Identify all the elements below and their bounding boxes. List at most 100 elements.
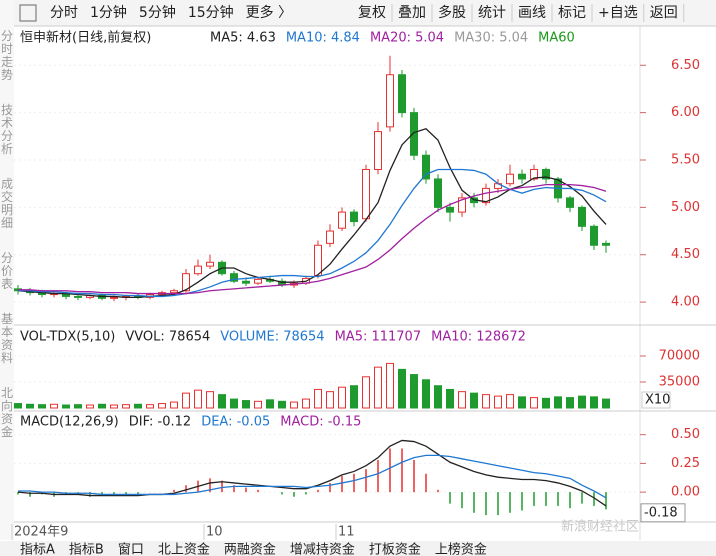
volume-bar — [278, 400, 286, 409]
candle-body — [446, 206, 454, 213]
toolbar-button[interactable]: 标记 — [558, 5, 586, 21]
side-tab[interactable]: 北向资金 — [1, 386, 13, 439]
legend-title: MACD(12,26,9) — [20, 415, 119, 430]
volume-bar — [254, 400, 262, 409]
bottom-tab[interactable]: 北上资金 — [158, 542, 210, 556]
candle-body — [362, 168, 370, 220]
volume-bar — [110, 404, 118, 409]
candle-body — [530, 168, 538, 180]
volume-bar — [38, 404, 46, 409]
volume-bar — [314, 388, 322, 409]
period-tab[interactable]: 分时 — [50, 5, 78, 21]
menu-icon[interactable] — [19, 4, 37, 22]
toolbar-button[interactable]: 复权 — [358, 4, 386, 21]
volume-unit: X10 — [645, 393, 670, 408]
volume-bar — [566, 397, 574, 409]
y-tick-label: 6.50 — [671, 58, 700, 73]
volume-bar — [182, 392, 190, 409]
volume-bar — [602, 398, 610, 409]
legend-volume: VOLUME: 78654 — [220, 330, 324, 345]
volume-bar — [98, 403, 106, 409]
candle-body — [206, 261, 214, 267]
volume-bar — [206, 391, 214, 409]
bottom-tab[interactable]: 指标B — [69, 543, 104, 556]
legend-title: VOL-TDX(5,10) — [20, 330, 115, 345]
bottom-tab[interactable]: 指标A — [20, 543, 55, 556]
legend-ma10: MA10: 128672 — [431, 330, 526, 345]
bottom-tab[interactable]: 两融资金 — [224, 542, 276, 556]
period-tab[interactable]: 更多 〉 — [246, 4, 292, 21]
toolbar-button[interactable]: 统计 — [478, 5, 506, 21]
current-value-box — [640, 503, 686, 523]
candle-body — [314, 244, 322, 277]
legend-ma5: MA5: 111707 — [335, 330, 422, 345]
toolbar-button[interactable]: 画线 — [518, 5, 546, 21]
side-tab[interactable]: 技术分析 — [1, 103, 13, 156]
legend-dif: DIF: -0.12 — [129, 415, 191, 430]
period-tab[interactable]: 1分钟 — [90, 4, 127, 21]
ma-line — [18, 168, 607, 298]
candle-body — [386, 74, 394, 128]
candle-body — [374, 131, 382, 170]
period-tab[interactable]: 5分钟 — [139, 4, 176, 21]
legend-ma60: MA60 — [538, 31, 575, 46]
bottom-tab[interactable]: 打板资金 — [369, 542, 421, 556]
legend-dea: DEA: -0.05 — [201, 415, 270, 430]
toolbar-button[interactable]: 返回 — [650, 5, 678, 21]
volume-bar — [446, 388, 454, 409]
volume-bar — [494, 395, 502, 409]
candle-body — [230, 273, 238, 282]
volume-bar — [434, 385, 442, 409]
y-tick-label: 0.50 — [671, 427, 700, 442]
volume-bar — [74, 404, 82, 409]
toolbar-button[interactable]: 多股 — [438, 4, 466, 21]
candle-body — [194, 265, 202, 275]
y-tick-label: 35000 — [659, 375, 700, 390]
volume-bar — [470, 392, 478, 409]
volume-bar — [26, 403, 34, 409]
toolbar-button[interactable]: 叠加 — [398, 5, 426, 21]
period-tab[interactable]: 15分钟 — [188, 4, 234, 21]
candle-body — [326, 230, 334, 244]
ma-line — [18, 183, 607, 295]
candle-body — [578, 206, 586, 227]
legend-ma30: MA30: 5.04 — [454, 31, 528, 46]
candle-body — [482, 187, 490, 204]
unit-box — [641, 391, 671, 409]
bottom-tab[interactable]: 上榜资金 — [435, 542, 487, 556]
side-tab[interactable]: 分价表 — [1, 251, 13, 291]
volume-bar — [290, 401, 298, 409]
candle-body — [338, 211, 346, 229]
volume-bar — [506, 394, 514, 409]
side-tab[interactable]: 分时走势 — [1, 29, 13, 82]
volume-bar — [578, 395, 586, 409]
candle-body — [602, 242, 610, 246]
y-tick-label: 0.00 — [671, 485, 700, 500]
volume-bar — [218, 394, 226, 409]
candle-body — [74, 295, 82, 298]
volume-bar — [62, 404, 70, 409]
bottom-tab[interactable]: 窗口 — [118, 542, 144, 556]
candle-body — [254, 278, 262, 284]
volume-bar — [410, 374, 418, 409]
candle-body — [542, 168, 550, 180]
candle-body — [566, 197, 574, 208]
y-tick-label: 6.00 — [671, 105, 700, 120]
toolbar-button[interactable]: +自选 — [598, 5, 638, 21]
volume-bar — [374, 366, 382, 409]
dea-line — [18, 454, 607, 499]
bottom-tab[interactable]: 增减持资金 — [290, 542, 355, 556]
volume-bar — [266, 399, 274, 409]
x-tick-label: 10 — [206, 525, 223, 540]
x-tick-label: 2024年9 — [14, 525, 68, 540]
volume-bar — [482, 394, 490, 409]
side-tab[interactable]: 成交明细 — [1, 177, 13, 230]
candle-body — [350, 211, 358, 223]
legend-title: 恒申新材(日线,前复权) — [20, 30, 151, 46]
legend-macd: MACD: -0.15 — [280, 415, 361, 430]
side-tab[interactable]: 基本资料 — [1, 312, 13, 365]
volume-bar — [302, 398, 310, 409]
watermark: 新浪财经社区 — [561, 519, 639, 535]
